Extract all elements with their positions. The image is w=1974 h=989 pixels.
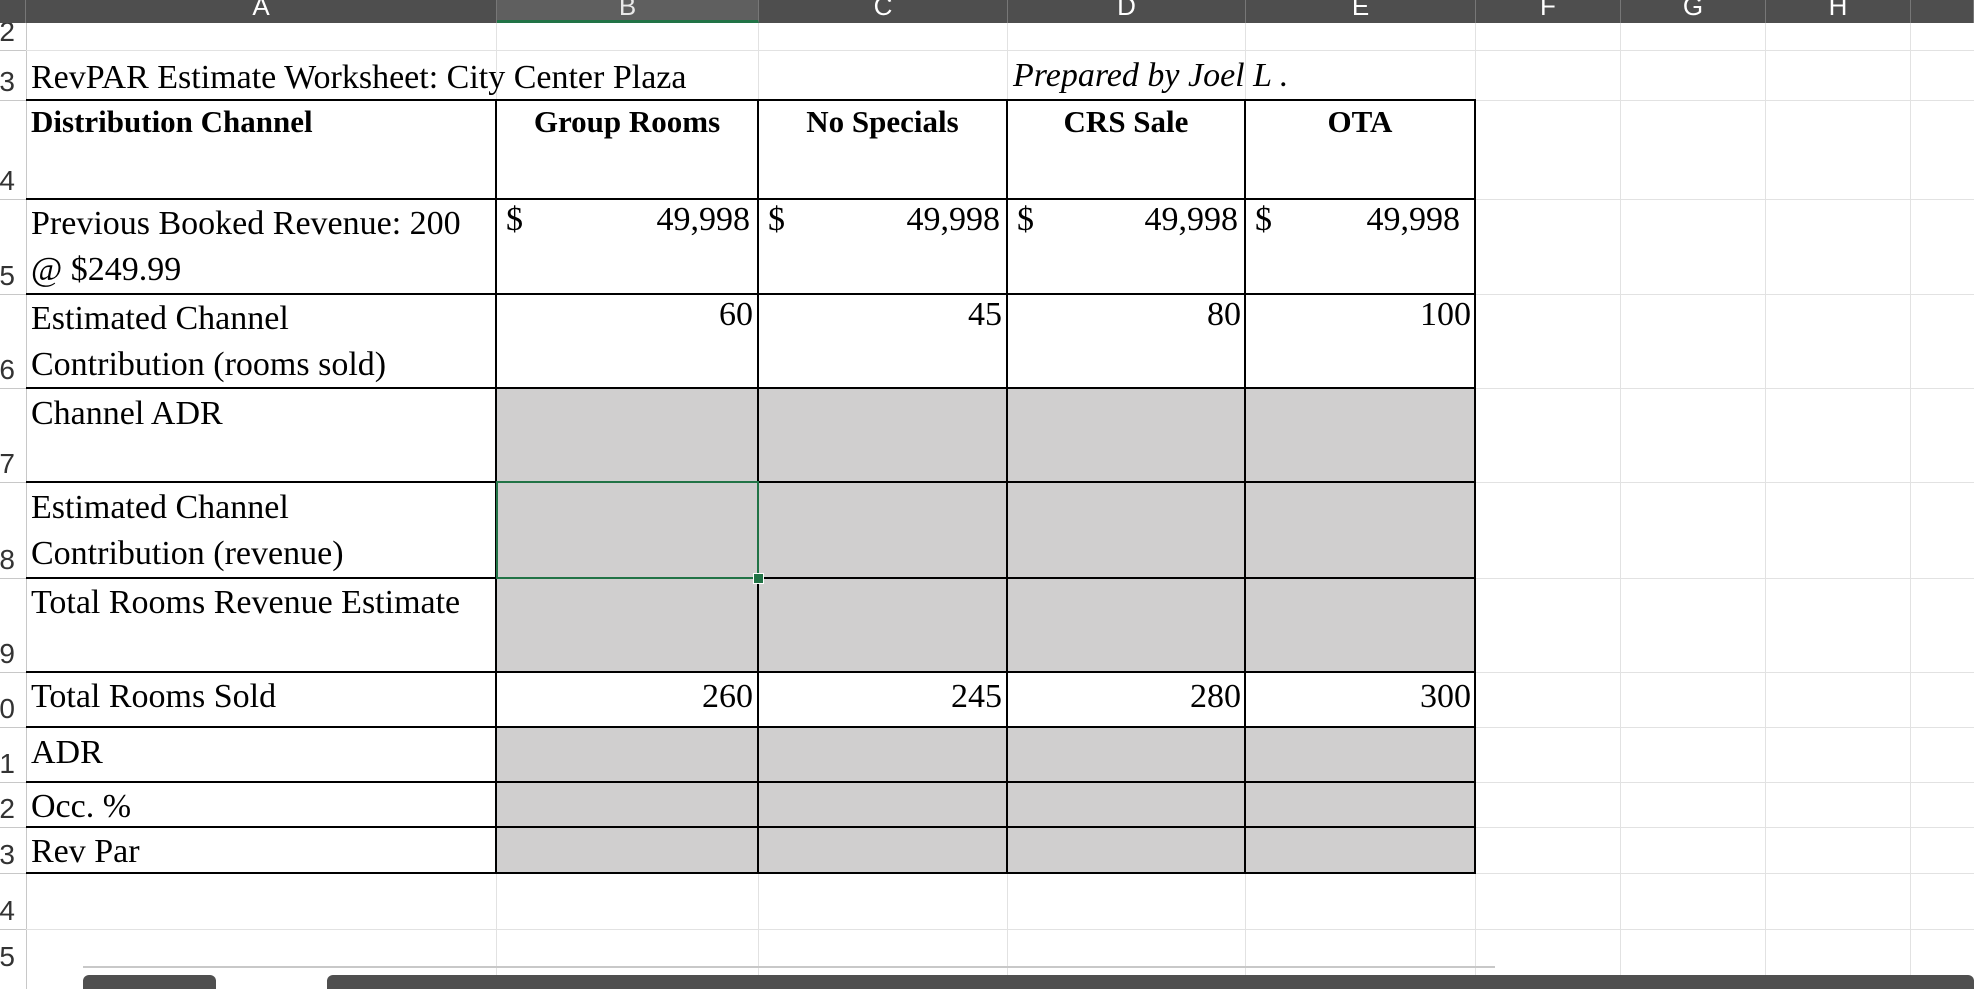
horizontal-scroll-area — [83, 966, 1495, 968]
column-header-c[interactable]: C — [759, 0, 1008, 23]
label-line: Contribution (rooms sold) — [31, 346, 387, 383]
row-header-9[interactable]: 9 — [0, 578, 26, 672]
row-header-4[interactable]: 4 — [0, 100, 26, 199]
row-header-15[interactable]: 5 — [0, 929, 26, 975]
column-header-e[interactable]: E — [1246, 0, 1476, 23]
value-previous-revenue-ota[interactable]: 49,998 — [1366, 201, 1461, 238]
column-header-f[interactable]: F — [1476, 0, 1621, 23]
header-crs-sale[interactable]: CRS Sale — [1063, 104, 1189, 139]
column-header-corner[interactable] — [0, 0, 26, 23]
header-distribution-channel[interactable]: Distribution Channel — [31, 104, 313, 139]
active-cell-selection[interactable] — [496, 481, 759, 579]
cell-range-b11-e13[interactable] — [496, 727, 1476, 873]
label-line: Previous Booked Revenue: 200 — [31, 205, 461, 242]
column-header-overflow — [1911, 0, 1974, 23]
label-adr[interactable]: ADR — [31, 734, 103, 771]
value-rooms-sold-nospecials[interactable]: 45 — [968, 296, 1002, 333]
label-line: Estimated Channel — [31, 300, 289, 337]
horizontal-scrollbar[interactable] — [327, 975, 1974, 989]
value-previous-revenue-nospecials[interactable]: 49,998 — [906, 201, 1001, 238]
value-total-rooms-crs[interactable]: 280 — [1190, 678, 1241, 715]
row-header-3[interactable]: 3 — [0, 50, 26, 100]
row-header-10[interactable]: 0 — [0, 672, 26, 727]
label-previous-booked-revenue[interactable]: Previous Booked Revenue: 200 @ $249.99 — [31, 201, 461, 293]
label-total-rooms-sold[interactable]: Total Rooms Sold — [31, 678, 277, 715]
sheet-tab-left[interactable] — [83, 975, 216, 989]
currency-symbol: $ — [1017, 201, 1034, 238]
row-header-12[interactable]: 2 — [0, 782, 26, 827]
row-header-2[interactable]: 2 — [0, 23, 26, 50]
value-previous-revenue-crs[interactable]: 49,998 — [1144, 201, 1239, 238]
cell-range-b7-e9[interactable] — [496, 388, 1476, 672]
column-header-g[interactable]: G — [1621, 0, 1766, 23]
row-header-7[interactable]: 7 — [0, 388, 26, 482]
worksheet-title[interactable]: RevPAR Estimate Worksheet: City Center P… — [31, 59, 687, 96]
label-channel-contribution-revenue[interactable]: Estimated Channel Contribution (revenue) — [31, 485, 344, 577]
fill-handle[interactable] — [753, 573, 764, 584]
row-header-13[interactable]: 3 — [0, 827, 26, 873]
row-header-14[interactable]: 4 — [0, 873, 26, 929]
currency-symbol: $ — [506, 201, 523, 238]
row-header-6[interactable]: 6 — [0, 294, 26, 388]
row-header-11[interactable]: 1 — [0, 727, 26, 782]
header-group-rooms[interactable]: Group Rooms — [533, 104, 721, 139]
label-channel-adr[interactable]: Channel ADR — [31, 395, 223, 432]
row-header-8[interactable]: 8 — [0, 482, 26, 578]
label-line: @ $249.99 — [31, 251, 182, 288]
column-header-a[interactable]: A — [26, 0, 497, 23]
label-occupancy[interactable]: Occ. % — [31, 788, 132, 825]
header-no-specials[interactable]: No Specials — [806, 104, 959, 139]
value-rooms-sold-crs[interactable]: 80 — [1207, 296, 1241, 333]
value-total-rooms-ota[interactable]: 300 — [1420, 678, 1471, 715]
currency-symbol: $ — [1255, 201, 1272, 238]
label-line: Estimated Channel — [31, 489, 289, 526]
value-total-rooms-nospecials[interactable]: 245 — [951, 678, 1002, 715]
value-previous-revenue-group[interactable]: 49,998 — [656, 201, 751, 238]
label-channel-contribution-rooms[interactable]: Estimated Channel Contribution (rooms so… — [31, 296, 386, 388]
column-header-d[interactable]: D — [1008, 0, 1246, 23]
label-total-rooms-revenue[interactable]: Total Rooms Revenue Estimate — [31, 584, 461, 621]
currency-symbol: $ — [768, 201, 785, 238]
header-ota[interactable]: OTA — [1327, 104, 1393, 139]
value-rooms-sold-ota[interactable]: 100 — [1420, 296, 1471, 333]
prepared-by[interactable]: Prepared by Joel L . — [1013, 57, 1289, 94]
label-line: Contribution (revenue) — [31, 535, 344, 572]
column-header-h[interactable]: H — [1766, 0, 1911, 23]
column-header-b[interactable]: B — [497, 0, 759, 23]
value-rooms-sold-group[interactable]: 60 — [719, 296, 753, 333]
label-revpar[interactable]: Rev Par — [31, 833, 140, 870]
value-total-rooms-group[interactable]: 260 — [702, 678, 753, 715]
row-header-5[interactable]: 5 — [0, 199, 26, 294]
